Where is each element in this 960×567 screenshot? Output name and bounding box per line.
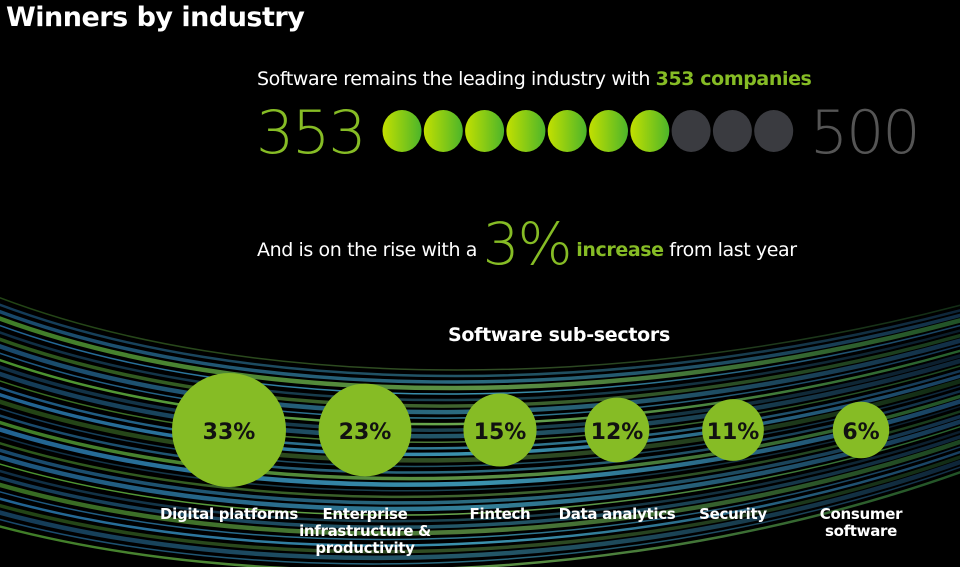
headline: Software remains the leading industry wi… xyxy=(257,68,812,90)
light-streak xyxy=(0,466,960,565)
bubble-value-label: 23% xyxy=(339,420,392,445)
bubble-value-label: 6% xyxy=(842,420,879,445)
light-streak xyxy=(0,439,960,536)
light-streak xyxy=(0,430,960,523)
progress-max: 500 xyxy=(810,98,921,168)
category-label: Digital platforms xyxy=(160,505,298,523)
bubble xyxy=(172,373,286,487)
light-streak xyxy=(0,324,960,395)
light-streak xyxy=(0,410,960,499)
light-streak xyxy=(0,434,960,529)
light-streak xyxy=(0,425,960,516)
category-label: Consumer software xyxy=(819,505,903,540)
bubble xyxy=(702,399,764,461)
progress-dot-filled xyxy=(506,110,546,152)
category-label: Data analytics xyxy=(558,505,676,523)
light-streak xyxy=(0,389,960,474)
bubble xyxy=(463,393,537,467)
light-streak xyxy=(0,414,960,505)
progress-dot-filled xyxy=(423,110,463,152)
headline-text: Software remains the leading industry wi… xyxy=(257,68,656,90)
growth-statement: And is on the rise with a 3% increase fr… xyxy=(257,210,797,278)
bubble-value-label: 33% xyxy=(203,420,256,445)
light-streak xyxy=(0,394,960,481)
progress-dot-empty xyxy=(671,110,711,152)
light-streak xyxy=(0,374,960,457)
light-streak xyxy=(0,309,960,384)
light-streak xyxy=(0,446,960,541)
light-streak xyxy=(0,354,960,432)
category-label: Security xyxy=(699,505,767,523)
progress-dot-filled xyxy=(547,110,587,152)
headline-highlight: 353 companies xyxy=(655,68,812,90)
light-streak xyxy=(0,405,960,492)
light-streak xyxy=(0,450,960,547)
light-streak xyxy=(0,329,960,402)
bubble xyxy=(584,397,650,463)
progress-dot-empty xyxy=(754,110,794,152)
category-label: Enterprise infrastructure & productivity xyxy=(299,505,431,557)
light-streak xyxy=(0,333,960,408)
progress-dot-filled xyxy=(382,110,422,152)
progress-dot-empty xyxy=(712,110,752,152)
light-streak xyxy=(0,369,960,450)
light-streak xyxy=(0,455,960,554)
growth-value: 3% xyxy=(482,210,573,278)
light-streak xyxy=(0,296,960,371)
light-streak xyxy=(0,470,960,567)
category-label: Fintech xyxy=(469,505,531,523)
progress-dot-filled xyxy=(465,110,505,152)
light-streak xyxy=(0,358,960,439)
growth-text: And is on the rise with a xyxy=(257,239,483,261)
page-title: Winners by industry xyxy=(6,2,305,33)
light-streak xyxy=(0,419,960,512)
light-streak xyxy=(0,378,960,463)
bubble-value-label: 12% xyxy=(591,420,644,445)
growth-highlight: increase xyxy=(576,239,664,261)
light-streak xyxy=(0,399,960,487)
light-streak xyxy=(0,385,960,468)
progress-value: 353 xyxy=(256,98,367,168)
light-streak xyxy=(0,316,960,391)
bubble-value-label: 15% xyxy=(474,420,527,445)
light-streak xyxy=(0,344,960,419)
progress-dot-filled xyxy=(630,110,670,152)
light-streak xyxy=(0,303,960,378)
light-streak xyxy=(0,349,960,426)
chart-title: Software sub-sectors xyxy=(448,324,670,346)
growth-suffix: from last year xyxy=(663,239,797,261)
light-streak xyxy=(0,459,960,561)
progress-dot-filled xyxy=(589,110,628,152)
bubble xyxy=(318,383,412,477)
light-streak xyxy=(0,338,960,415)
light-streak xyxy=(0,365,960,443)
bubble-value-label: 11% xyxy=(707,420,760,445)
bubble xyxy=(832,401,890,459)
